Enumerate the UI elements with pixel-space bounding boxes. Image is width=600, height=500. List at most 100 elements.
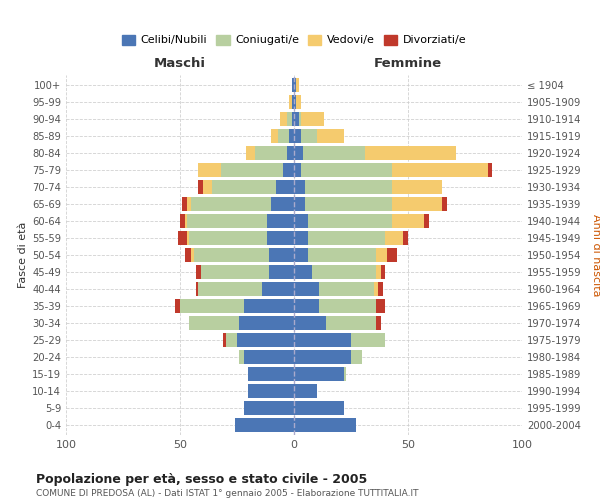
Bar [294,384,317,398]
Bar [191,197,271,211]
Bar [296,78,299,92]
Bar [296,95,301,109]
Bar [294,214,308,228]
Bar [388,248,397,262]
Text: Maschi: Maschi [154,57,206,70]
Bar [244,350,294,364]
Bar [276,180,294,194]
Bar [303,146,365,160]
Bar [312,265,376,279]
Bar [294,316,326,330]
Bar [226,333,237,347]
Bar [344,367,346,381]
Bar [301,129,317,143]
Bar [294,282,319,296]
Bar [289,95,292,109]
Bar [308,231,385,245]
Bar [294,231,308,245]
Bar [376,265,380,279]
Bar [191,248,194,262]
Bar [299,112,301,126]
Bar [212,180,276,194]
Bar [198,163,221,177]
Bar [294,350,351,364]
Bar [376,248,388,262]
Bar [308,214,392,228]
Bar [294,112,299,126]
Bar [424,214,428,228]
Bar [301,163,392,177]
Bar [239,350,244,364]
Bar [294,367,344,381]
Bar [392,214,424,228]
Bar [266,231,294,245]
Bar [392,163,488,177]
Bar [379,282,383,296]
Bar [283,163,294,177]
Bar [292,112,294,126]
Bar [278,129,289,143]
Bar [187,214,266,228]
Bar [187,197,191,211]
Bar [248,367,294,381]
Bar [196,282,198,296]
Bar [488,163,493,177]
Bar [385,231,403,245]
Bar [223,333,226,347]
Bar [403,231,408,245]
Bar [294,299,319,313]
Legend: Celibi/Nubili, Coniugati/e, Vedovi/e, Divorziati/e: Celibi/Nubili, Coniugati/e, Vedovi/e, Di… [118,30,470,50]
Bar [319,282,374,296]
Bar [376,299,385,313]
Bar [244,401,294,415]
Bar [198,282,262,296]
Bar [221,163,283,177]
Bar [376,316,380,330]
Bar [294,401,344,415]
Bar [280,112,287,126]
Bar [180,214,185,228]
Bar [255,146,287,160]
Bar [271,197,294,211]
Bar [351,350,362,364]
Bar [244,299,294,313]
Bar [287,146,294,160]
Bar [196,265,200,279]
Bar [189,316,239,330]
Bar [292,95,294,109]
Bar [294,146,303,160]
Bar [266,214,294,228]
Bar [246,146,255,160]
Bar [203,180,212,194]
Bar [248,384,294,398]
Y-axis label: Fasce di età: Fasce di età [18,222,28,288]
Bar [305,197,392,211]
Bar [294,180,305,194]
Text: Popolazione per età, sesso e stato civile - 2005: Popolazione per età, sesso e stato civil… [36,472,367,486]
Bar [326,316,376,330]
Bar [200,265,269,279]
Bar [237,333,294,347]
Bar [175,299,180,313]
Y-axis label: Anni di nascita: Anni di nascita [591,214,600,296]
Bar [294,265,312,279]
Bar [351,333,385,347]
Bar [374,282,379,296]
Bar [287,112,292,126]
Bar [182,197,187,211]
Bar [392,197,442,211]
Bar [178,231,187,245]
Bar [239,316,294,330]
Bar [262,282,294,296]
Bar [365,146,456,160]
Bar [185,214,187,228]
Bar [317,129,344,143]
Bar [301,112,323,126]
Text: Femmine: Femmine [374,57,442,70]
Bar [185,248,191,262]
Bar [269,265,294,279]
Text: COMUNE DI PREDOSA (AL) - Dati ISTAT 1° gennaio 2005 - Elaborazione TUTTITALIA.IT: COMUNE DI PREDOSA (AL) - Dati ISTAT 1° g… [36,489,419,498]
Bar [294,95,296,109]
Bar [292,78,294,92]
Bar [194,248,269,262]
